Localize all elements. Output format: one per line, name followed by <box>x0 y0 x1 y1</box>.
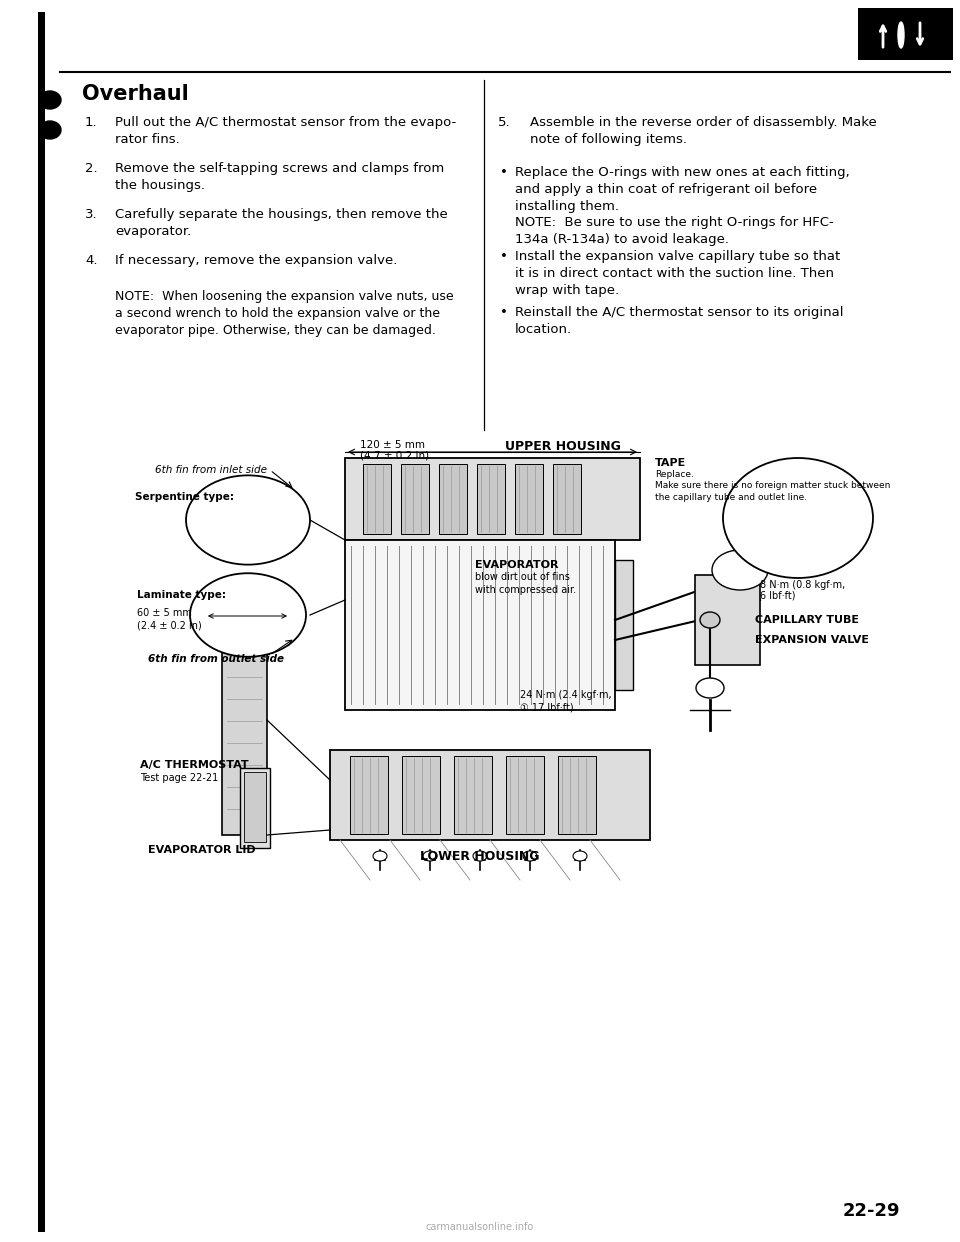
Text: EVAPORATOR: EVAPORATOR <box>475 560 559 570</box>
Text: •: • <box>500 166 508 179</box>
Ellipse shape <box>523 851 537 861</box>
Bar <box>558 756 596 833</box>
Text: Remove the self-tapping screws and clamps from
the housings.: Remove the self-tapping screws and clamp… <box>115 161 444 191</box>
Text: Carefully separate the housings, then remove the
evaporator.: Carefully separate the housings, then re… <box>115 207 447 237</box>
Text: Serpentine type:: Serpentine type: <box>135 492 234 502</box>
Bar <box>350 756 388 833</box>
Text: A/C THERMOSTAT: A/C THERMOSTAT <box>140 760 249 770</box>
Ellipse shape <box>712 550 768 590</box>
Text: Pull out the A/C thermostat sensor from the evapo-
rator fins.: Pull out the A/C thermostat sensor from … <box>115 116 456 145</box>
Text: 120 ± 5 mm: 120 ± 5 mm <box>360 440 425 450</box>
Text: Overhaul: Overhaul <box>82 84 189 104</box>
Bar <box>222 640 267 835</box>
Bar <box>401 465 429 534</box>
Ellipse shape <box>700 612 720 628</box>
Text: 6th fin from outlet side: 6th fin from outlet side <box>148 655 284 664</box>
Text: TAPE: TAPE <box>655 458 686 468</box>
Bar <box>439 465 467 534</box>
Bar <box>506 756 544 833</box>
Text: 1.: 1. <box>85 116 98 129</box>
Bar <box>240 768 270 848</box>
Text: UPPER HOUSING: UPPER HOUSING <box>505 440 621 453</box>
Text: (4.7 ± 0.2 in): (4.7 ± 0.2 in) <box>360 450 429 460</box>
Text: 3.: 3. <box>85 207 98 221</box>
Bar <box>477 465 505 534</box>
Ellipse shape <box>190 574 306 657</box>
Text: Install the expansion valve capillary tube so that
it is in direct contact with : Install the expansion valve capillary tu… <box>515 250 840 297</box>
Bar <box>38 12 45 1232</box>
Bar <box>345 458 640 540</box>
Text: •: • <box>500 250 508 263</box>
Ellipse shape <box>473 851 487 861</box>
Text: 24 N·m (2.4 kgf·m,: 24 N·m (2.4 kgf·m, <box>520 691 612 700</box>
Ellipse shape <box>696 678 724 698</box>
Bar <box>695 575 760 664</box>
Text: 8 N·m (0.8 kgf·m,: 8 N·m (0.8 kgf·m, <box>760 580 845 590</box>
Ellipse shape <box>573 851 587 861</box>
Text: NOTE:  When loosening the expansion valve nuts, use
a second wrench to hold the : NOTE: When loosening the expansion valve… <box>115 289 454 337</box>
Text: EVAPORATOR LID: EVAPORATOR LID <box>148 845 255 854</box>
Text: EXPANSION VALVE: EXPANSION VALVE <box>755 635 869 645</box>
Bar <box>454 756 492 833</box>
Text: 5.: 5. <box>498 116 511 129</box>
Text: Reinstall the A/C thermostat sensor to its original
location.: Reinstall the A/C thermostat sensor to i… <box>515 306 844 335</box>
Text: 6th fin from inlet side: 6th fin from inlet side <box>155 465 267 474</box>
Bar <box>515 465 543 534</box>
Text: LOWER HOUSING: LOWER HOUSING <box>420 850 540 863</box>
Ellipse shape <box>423 851 437 861</box>
Text: •: • <box>500 306 508 319</box>
Text: (2.4 ± 0.2 in): (2.4 ± 0.2 in) <box>137 620 202 630</box>
Bar <box>330 750 650 840</box>
Bar <box>345 540 615 710</box>
Ellipse shape <box>898 22 904 48</box>
Text: 6 lbf·ft): 6 lbf·ft) <box>760 591 796 601</box>
Bar <box>244 773 266 842</box>
Text: Laminate type:: Laminate type: <box>137 590 226 600</box>
Text: blow dirt out of fins
with compressed air.: blow dirt out of fins with compressed ai… <box>475 573 576 595</box>
Bar <box>402 756 440 833</box>
Ellipse shape <box>39 120 61 139</box>
Bar <box>553 465 581 534</box>
Text: 60 ± 5 mm: 60 ± 5 mm <box>137 609 192 619</box>
Ellipse shape <box>186 476 310 565</box>
Bar <box>363 465 391 534</box>
Text: CAPILLARY TUBE: CAPILLARY TUBE <box>755 615 859 625</box>
Text: Replace the O-rings with new ones at each fitting,
and apply a thin coat of refr: Replace the O-rings with new ones at eac… <box>515 166 850 246</box>
Ellipse shape <box>373 851 387 861</box>
Text: carmanualsonline.info: carmanualsonline.info <box>426 1222 534 1232</box>
Bar <box>858 7 953 60</box>
Text: Test page 22-21: Test page 22-21 <box>140 773 218 782</box>
Text: 4.: 4. <box>85 255 98 267</box>
Text: ① 17 lbf·ft): ① 17 lbf·ft) <box>520 702 574 712</box>
Ellipse shape <box>723 458 873 578</box>
Bar <box>615 560 633 691</box>
Text: 2.: 2. <box>85 161 98 175</box>
Text: If necessary, remove the expansion valve.: If necessary, remove the expansion valve… <box>115 255 397 267</box>
Text: 22-29: 22-29 <box>843 1202 900 1220</box>
Ellipse shape <box>39 91 61 109</box>
Text: Assemble in the reverse order of disassembly. Make
note of following items.: Assemble in the reverse order of disasse… <box>530 116 876 145</box>
Text: Replace.
Make sure there is no foreign matter stuck between
the capillary tube a: Replace. Make sure there is no foreign m… <box>655 469 890 502</box>
